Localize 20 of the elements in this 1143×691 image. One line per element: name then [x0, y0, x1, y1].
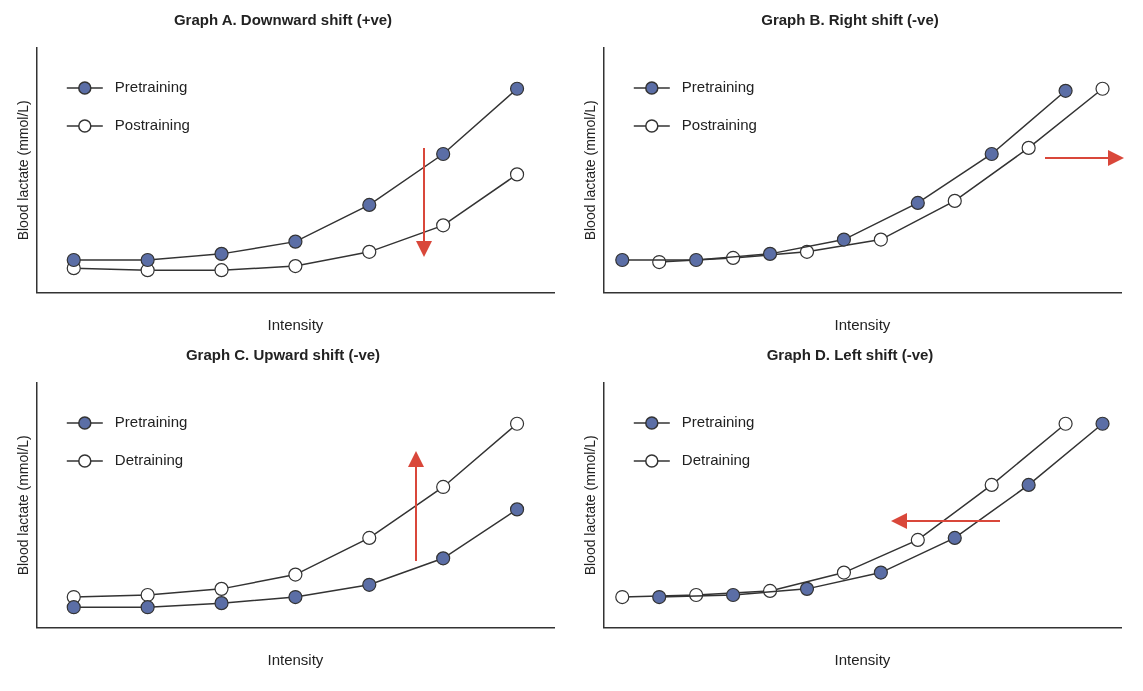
- y-axis-title: Blood lactate (mmol/L): [582, 435, 599, 576]
- x-axis-title: Intensity: [834, 651, 891, 669]
- y-axis-title: Blood lactate (mmol/L): [15, 100, 32, 241]
- legend-label: Pretraining: [114, 78, 188, 96]
- chart-title: Graph D. Left shift (-ve): [766, 346, 934, 364]
- legend-label: Detraining: [681, 451, 751, 469]
- y-axis-title: Blood lactate (mmol/L): [15, 435, 32, 576]
- chart-title: Graph C. Upward shift (-ve): [185, 346, 381, 364]
- x-axis-title: Intensity: [267, 316, 324, 334]
- legend-label: Pretraining: [681, 413, 755, 431]
- legend-label: Pretraining: [114, 413, 188, 431]
- legend-label: Pretraining: [681, 78, 755, 96]
- chart-title: Graph A. Downward shift (+ve): [173, 11, 393, 29]
- legend-label: Postraining: [681, 116, 757, 134]
- legend-label: Detraining: [114, 451, 184, 469]
- chart-title: Graph B. Right shift (-ve): [761, 11, 939, 29]
- x-axis-title: Intensity: [834, 316, 891, 334]
- legend-label: Postraining: [114, 116, 190, 134]
- x-axis-title: Intensity: [267, 651, 324, 669]
- y-axis-title: Blood lactate (mmol/L): [582, 100, 599, 241]
